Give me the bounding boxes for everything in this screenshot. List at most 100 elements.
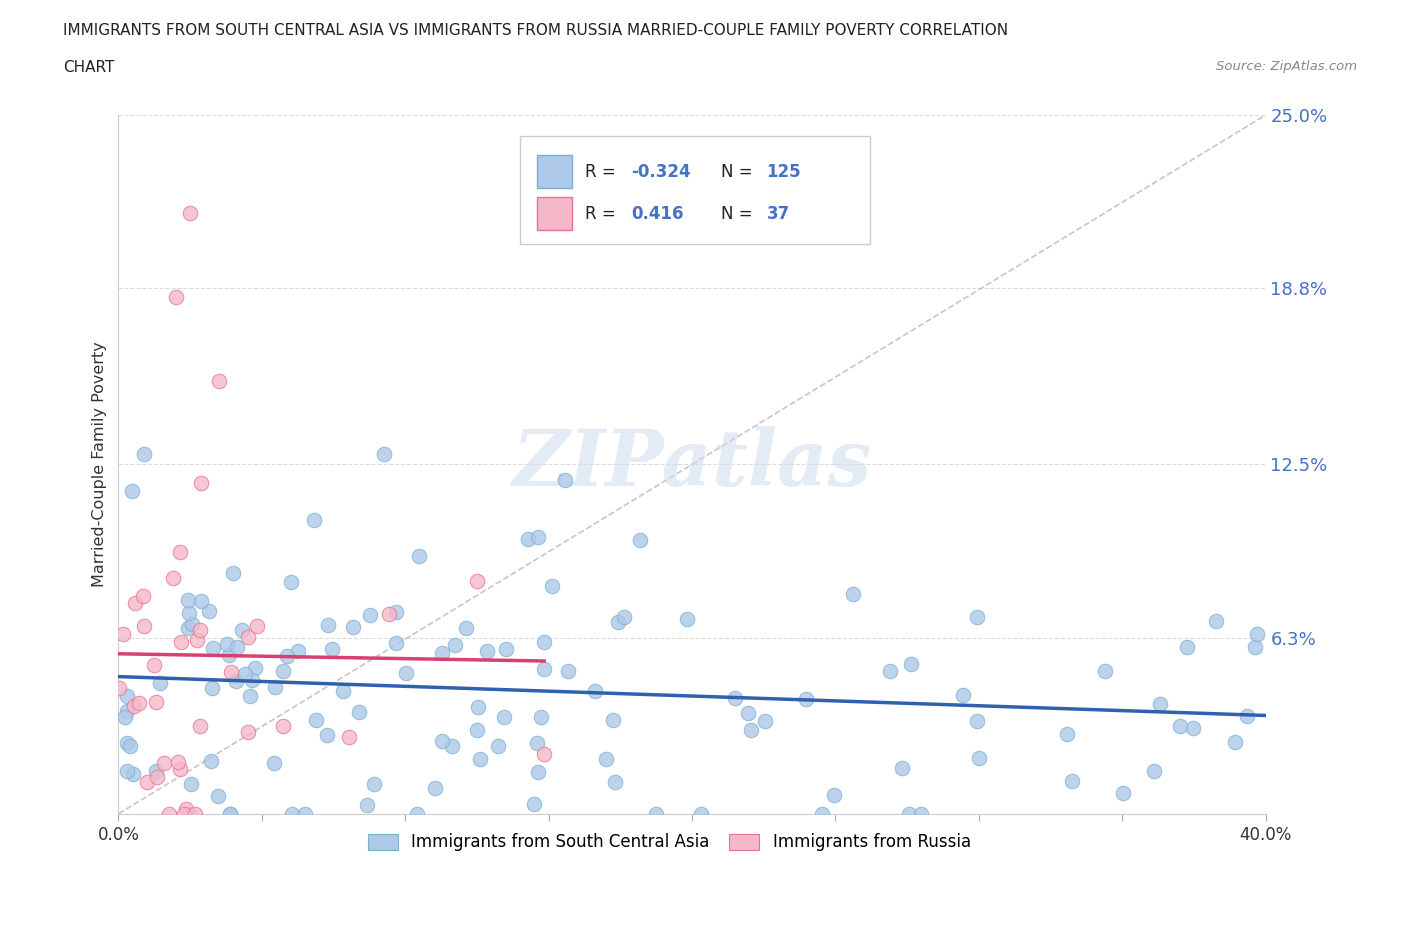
Point <box>606 615 628 630</box>
Text: CHART: CHART <box>63 60 115 75</box>
Point <box>337 729 360 744</box>
Point <box>526 764 548 779</box>
Point <box>177 806 200 821</box>
Point <box>349 705 371 720</box>
Point <box>218 647 240 662</box>
Point <box>810 806 832 821</box>
Text: -0.324: -0.324 <box>631 163 690 180</box>
Point <box>1111 786 1133 801</box>
Point <box>842 587 865 602</box>
FancyBboxPatch shape <box>537 197 572 231</box>
Point <box>201 641 224 656</box>
Point <box>145 694 167 709</box>
Point <box>486 738 509 753</box>
Y-axis label: Married-Couple Family Poverty: Married-Couple Family Poverty <box>93 341 107 587</box>
Point <box>363 777 385 791</box>
Point <box>245 660 267 675</box>
Point <box>121 484 143 498</box>
Point <box>356 797 378 812</box>
Point <box>440 738 463 753</box>
Point <box>176 802 198 817</box>
Point <box>173 806 195 821</box>
Point <box>332 684 354 698</box>
Point <box>359 607 381 622</box>
Point <box>169 762 191 777</box>
Point <box>823 788 845 803</box>
Point <box>969 751 991 765</box>
Point <box>281 806 304 821</box>
Point <box>342 620 364 635</box>
Point <box>112 627 135 642</box>
Point <box>533 662 555 677</box>
Text: 37: 37 <box>766 205 790 222</box>
Point <box>180 777 202 791</box>
Point <box>494 710 516 724</box>
Point <box>740 723 762 737</box>
Text: 125: 125 <box>766 163 801 180</box>
Point <box>201 680 224 695</box>
Point <box>118 739 141 754</box>
Point <box>475 644 498 658</box>
Point <box>217 637 239 652</box>
Point <box>1094 663 1116 678</box>
Point <box>271 719 294 734</box>
Point <box>263 756 285 771</box>
Point <box>557 664 579 679</box>
Point <box>186 632 208 647</box>
Point <box>384 604 406 619</box>
Point <box>114 710 136 724</box>
Point <box>602 713 624 728</box>
Point <box>378 606 401 621</box>
Point <box>177 605 200 620</box>
Point <box>176 620 198 635</box>
Point <box>179 206 201 220</box>
Point <box>122 698 145 713</box>
Point <box>222 565 245 580</box>
Text: R =: R = <box>585 163 621 180</box>
Text: ZIPatlas: ZIPatlas <box>512 426 872 502</box>
Point <box>169 544 191 559</box>
Point <box>316 618 339 632</box>
Point <box>280 574 302 589</box>
Point <box>583 684 606 698</box>
Point <box>737 706 759 721</box>
Point <box>530 710 553 724</box>
Point <box>321 642 343 657</box>
Point <box>208 373 231 388</box>
Point <box>184 806 207 821</box>
Point <box>108 681 131 696</box>
Point <box>966 713 988 728</box>
Point <box>467 723 489 737</box>
Point <box>794 692 817 707</box>
Point <box>444 637 467 652</box>
Point <box>115 704 138 719</box>
Point <box>264 680 287 695</box>
Point <box>890 761 912 776</box>
Point <box>595 751 617 766</box>
Point <box>723 690 745 705</box>
Point <box>132 589 155 604</box>
Point <box>165 289 187 304</box>
Point <box>754 713 776 728</box>
Point <box>302 513 325 528</box>
Point <box>225 639 247 654</box>
Point <box>162 571 184 586</box>
Point <box>1175 640 1198 655</box>
Point <box>115 689 138 704</box>
Point <box>517 532 540 547</box>
Point <box>273 663 295 678</box>
Point <box>188 719 211 734</box>
Point <box>689 806 711 821</box>
Point <box>239 689 262 704</box>
Point <box>1149 697 1171 711</box>
Point <box>236 630 259 644</box>
Point <box>1143 764 1166 778</box>
Point <box>897 806 920 821</box>
Point <box>523 796 546 811</box>
Point <box>146 769 169 784</box>
Text: IMMIGRANTS FROM SOUTH CENTRAL ASIA VS IMMIGRANTS FROM RUSSIA MARRIED-COUPLE FAMI: IMMIGRANTS FROM SOUTH CENTRAL ASIA VS IM… <box>63 23 1008 38</box>
Point <box>603 775 626 790</box>
Point <box>190 476 212 491</box>
Point <box>169 635 191 650</box>
Point <box>304 713 326 728</box>
